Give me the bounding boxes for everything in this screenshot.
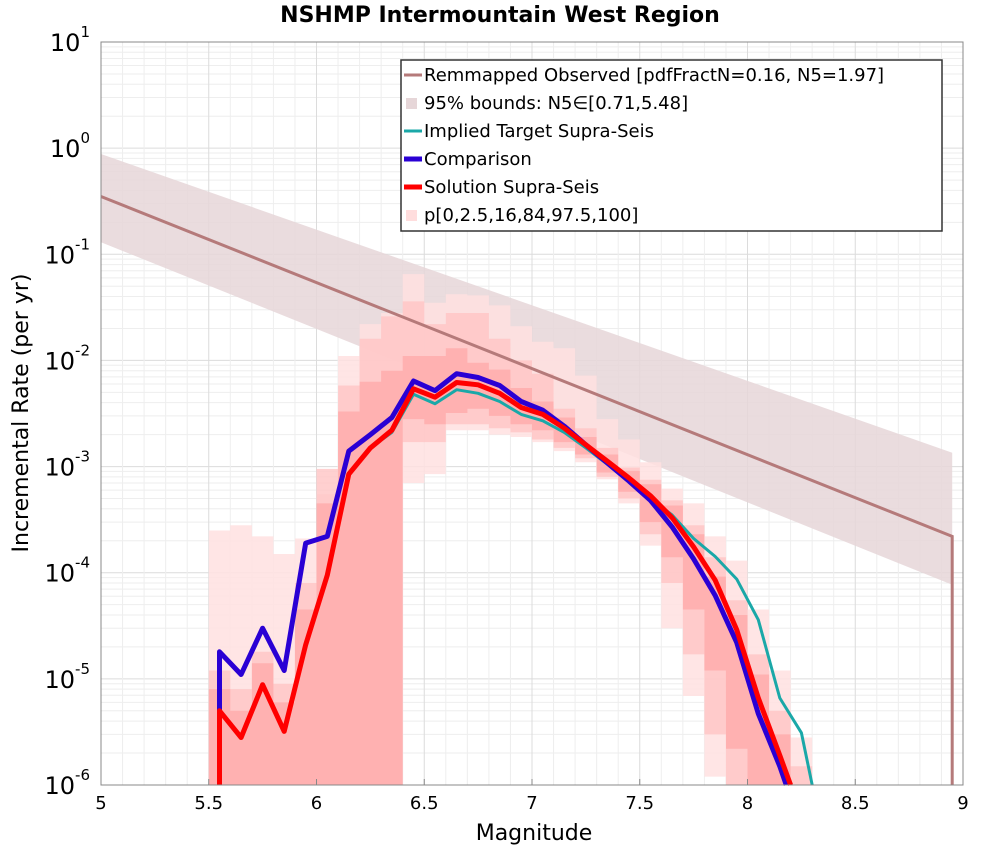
legend-item: Solution Supra-Seis xyxy=(404,177,599,198)
y-tick-label-text: 10-1 xyxy=(44,235,90,269)
legend-label: p[0,2.5,16,84,97.5,100] xyxy=(424,205,638,226)
comparison-line xyxy=(217,371,789,786)
y-tick-base: 10 xyxy=(44,454,75,482)
observed-line xyxy=(100,195,954,785)
y-tick-exponent: -5 xyxy=(75,660,90,678)
y-tick-label-text: 10-5 xyxy=(44,660,90,694)
y-tick-label: 10-1 xyxy=(44,235,90,269)
series-lines xyxy=(100,195,954,786)
y-tick-label-text: 10-4 xyxy=(44,554,90,588)
y-tick-label: 10-5 xyxy=(44,660,90,694)
legend-label: Remmapped Observed [pdfFractN=0.16, N5=1… xyxy=(424,65,884,86)
legend-item: 95% bounds: N5∈[0.71,5.48] xyxy=(406,93,688,114)
y-tick-label-text: 100 xyxy=(50,129,90,163)
y-tick-base: 10 xyxy=(50,135,81,163)
y-tick-base: 10 xyxy=(50,29,81,57)
y-tick-label: 101 xyxy=(50,23,90,57)
y-tick-label-text: 10-2 xyxy=(44,341,90,375)
legend-box xyxy=(400,59,943,232)
x-tick-label: 8 xyxy=(742,793,753,814)
y-tick-label: 10-2 xyxy=(44,341,90,375)
x-axis-label: Magnitude xyxy=(476,821,593,846)
legend: Remmapped Observed [pdfFractN=0.16, N5=1… xyxy=(400,59,943,232)
legend-item: Comparison xyxy=(404,149,532,170)
y-tick-label: 100 xyxy=(50,129,90,163)
x-tick-label: 5 xyxy=(95,793,106,814)
legend-swatch xyxy=(406,98,417,109)
x-tick-label: 6 xyxy=(311,793,322,814)
y-tick-label: 10-4 xyxy=(44,554,90,588)
legend-label: Implied Target Supra-Seis xyxy=(424,121,654,142)
legend-label: Solution Supra-Seis xyxy=(424,177,599,198)
x-tick-label: 8.5 xyxy=(841,793,870,814)
x-tick-label: 5.5 xyxy=(194,793,223,814)
legend-label: Comparison xyxy=(424,149,532,170)
legend-item: Implied Target Supra-Seis xyxy=(404,121,654,142)
y-tick-label: 10-3 xyxy=(44,448,90,482)
x-tick-label: 9 xyxy=(957,793,968,814)
y-tick-base: 10 xyxy=(44,666,75,694)
y-tick-exponent: -4 xyxy=(75,554,90,572)
y-tick-label: 10-6 xyxy=(44,766,90,800)
legend-item: Remmapped Observed [pdfFractN=0.16, N5=1… xyxy=(404,65,884,86)
y-tick-exponent: 0 xyxy=(80,129,90,147)
x-tick-label: 6.5 xyxy=(410,793,439,814)
y-tick-exponent: -6 xyxy=(75,766,90,784)
y-tick-label-text: 10-6 xyxy=(44,766,90,800)
y-tick-label-text: 101 xyxy=(50,23,90,57)
y-tick-label-text: 10-3 xyxy=(44,448,90,482)
y-axis-label: Incremental Rate (per yr) xyxy=(9,274,34,553)
legend-swatch xyxy=(406,210,417,221)
x-axis-ticks: 5 5.5 6 6.5 7 7.5 8 8.5 9 xyxy=(95,779,969,814)
x-tick-label: 7.5 xyxy=(625,793,654,814)
legend-item: p[0,2.5,16,84,97.5,100] xyxy=(406,205,638,226)
solution-line xyxy=(217,380,793,786)
y-tick-exponent: -1 xyxy=(75,235,90,253)
y-tick-base: 10 xyxy=(44,772,75,800)
y-tick-exponent: -3 xyxy=(75,448,90,466)
y-tick-exponent: 1 xyxy=(80,23,90,41)
legend-label: 95% bounds: N5∈[0.71,5.48] xyxy=(424,93,688,114)
chart-title: NSHMP Intermountain West Region xyxy=(280,3,720,28)
y-tick-base: 10 xyxy=(44,241,75,269)
x-tick-label: 7 xyxy=(526,793,537,814)
y-tick-base: 10 xyxy=(44,347,75,375)
y-tick-exponent: -2 xyxy=(75,341,90,359)
y-tick-base: 10 xyxy=(44,560,75,588)
